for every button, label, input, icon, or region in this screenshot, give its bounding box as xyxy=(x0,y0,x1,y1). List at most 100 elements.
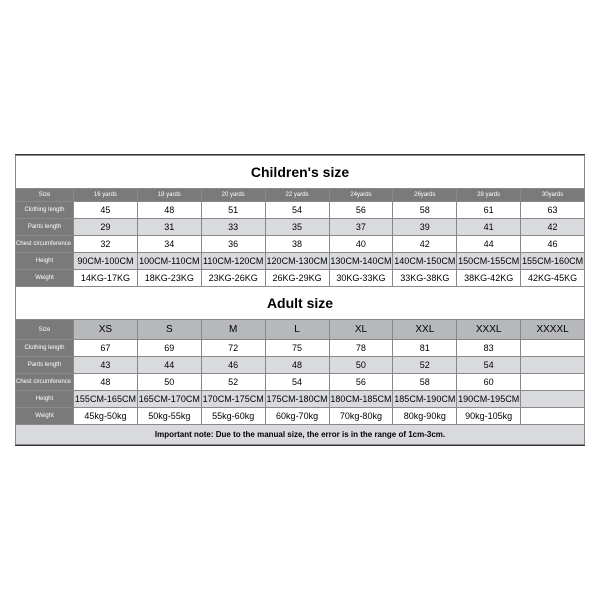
data-cell: 37 xyxy=(329,219,393,236)
data-cell xyxy=(521,391,585,408)
data-cell: 42 xyxy=(393,236,457,253)
header-cell: 20 yards xyxy=(201,189,265,202)
table-row: Pants length 29 31 33 35 37 39 41 42 xyxy=(16,219,585,236)
data-cell: 155CM-165CM xyxy=(74,391,138,408)
data-cell: 60kg-70kg xyxy=(265,408,329,425)
size-table: Children's size Size 16 yards 18 yards 2… xyxy=(15,155,585,445)
data-cell xyxy=(521,357,585,374)
data-cell: 190CM-195CM xyxy=(457,391,521,408)
data-cell: 155CM-160CM xyxy=(521,253,585,270)
table-row: Clothing length 67 69 72 75 78 81 83 xyxy=(16,340,585,357)
data-cell: 29 xyxy=(74,219,138,236)
header-cell: XXL xyxy=(393,320,457,340)
data-cell: 48 xyxy=(74,374,138,391)
data-cell: 70kg-80kg xyxy=(329,408,393,425)
childrens-title: Children's size xyxy=(16,156,585,189)
data-cell: 48 xyxy=(265,357,329,374)
data-cell: 50 xyxy=(329,357,393,374)
data-cell: 80kg-90kg xyxy=(393,408,457,425)
table-row: Height 90CM-100CM 100CM-110CM 110CM-120C… xyxy=(16,253,585,270)
data-cell: 83 xyxy=(457,340,521,357)
data-cell: 90CM-100CM xyxy=(74,253,138,270)
row-label: Weight xyxy=(16,408,74,425)
data-cell: 180CM-185CM xyxy=(329,391,393,408)
data-cell: 23KG-26KG xyxy=(201,270,265,287)
header-cell: 18 yards xyxy=(137,189,201,202)
header-cell: 30yards xyxy=(521,189,585,202)
data-cell: 33 xyxy=(201,219,265,236)
data-cell: 30KG-33KG xyxy=(329,270,393,287)
data-cell: 185CM-190CM xyxy=(393,391,457,408)
header-cell: Size xyxy=(16,189,74,202)
data-cell: 63 xyxy=(521,202,585,219)
table-row: Chest circumference 1/2 32 34 36 38 40 4… xyxy=(16,236,585,253)
header-cell: XL xyxy=(329,320,393,340)
row-label: Height xyxy=(16,253,74,270)
data-cell: 38 xyxy=(265,236,329,253)
table-row: Pants length 43 44 46 48 50 52 54 xyxy=(16,357,585,374)
data-cell: 36 xyxy=(201,236,265,253)
data-cell: 61 xyxy=(457,202,521,219)
data-cell: 75 xyxy=(265,340,329,357)
data-cell: 55kg-60kg xyxy=(201,408,265,425)
data-cell: 31 xyxy=(137,219,201,236)
table-row: Weight 45kg-50kg 50kg-55kg 55kg-60kg 60k… xyxy=(16,408,585,425)
data-cell: 175CM-180CM xyxy=(265,391,329,408)
header-cell: XXXL xyxy=(457,320,521,340)
data-cell: 54 xyxy=(265,374,329,391)
data-cell: 38KG-42KG xyxy=(457,270,521,287)
data-cell: 46 xyxy=(201,357,265,374)
data-cell: 34 xyxy=(137,236,201,253)
row-label: Weight xyxy=(16,270,74,287)
table-row: Weight 14KG-17KG 18KG-23KG 23KG-26KG 26K… xyxy=(16,270,585,287)
data-cell: 50 xyxy=(137,374,201,391)
data-cell: 42KG-45KG xyxy=(521,270,585,287)
data-cell: 45kg-50kg xyxy=(74,408,138,425)
data-cell: 90kg-105kg xyxy=(457,408,521,425)
data-cell: 41 xyxy=(457,219,521,236)
data-cell: 56 xyxy=(329,374,393,391)
header-cell: XS xyxy=(74,320,138,340)
data-cell: 50kg-55kg xyxy=(137,408,201,425)
childrens-headers: Size 16 yards 18 yards 20 yards 22 yards… xyxy=(16,189,585,202)
data-cell: 78 xyxy=(329,340,393,357)
data-cell: 58 xyxy=(393,374,457,391)
header-cell: 16 yards xyxy=(74,189,138,202)
row-label: Pants length xyxy=(16,219,74,236)
adult-title-row: Adult size xyxy=(16,287,585,320)
header-cell: 22 yards xyxy=(265,189,329,202)
table-row: Clothing length 45 48 51 54 56 58 61 63 xyxy=(16,202,585,219)
data-cell: 35 xyxy=(265,219,329,236)
data-cell: 130CM-140CM xyxy=(329,253,393,270)
row-label: Pants length xyxy=(16,357,74,374)
data-cell: 56 xyxy=(329,202,393,219)
header-cell: S xyxy=(137,320,201,340)
data-cell: 67 xyxy=(74,340,138,357)
data-cell: 46 xyxy=(521,236,585,253)
data-cell: 45 xyxy=(74,202,138,219)
data-cell: 52 xyxy=(201,374,265,391)
data-cell xyxy=(521,408,585,425)
data-cell: 43 xyxy=(74,357,138,374)
data-cell: 40 xyxy=(329,236,393,253)
data-cell: 33KG-38KG xyxy=(393,270,457,287)
row-label: Chest circumference 1/2 xyxy=(16,374,74,391)
data-cell: 170CM-175CM xyxy=(201,391,265,408)
data-cell: 14KG-17KG xyxy=(74,270,138,287)
data-cell: 140CM-150CM xyxy=(393,253,457,270)
data-cell: 110CM-120CM xyxy=(201,253,265,270)
row-label: Clothing length xyxy=(16,202,74,219)
data-cell: 52 xyxy=(393,357,457,374)
data-cell: 100CM-110CM xyxy=(137,253,201,270)
table-row: Height 155CM-165CM 165CM-170CM 170CM-175… xyxy=(16,391,585,408)
adult-title: Adult size xyxy=(16,287,585,320)
data-cell: 81 xyxy=(393,340,457,357)
data-cell: 54 xyxy=(265,202,329,219)
data-cell: 120CM-130CM xyxy=(265,253,329,270)
header-cell: Size xyxy=(16,320,74,340)
data-cell: 72 xyxy=(201,340,265,357)
data-cell xyxy=(521,340,585,357)
data-cell: 54 xyxy=(457,357,521,374)
header-cell: M xyxy=(201,320,265,340)
data-cell: 48 xyxy=(137,202,201,219)
